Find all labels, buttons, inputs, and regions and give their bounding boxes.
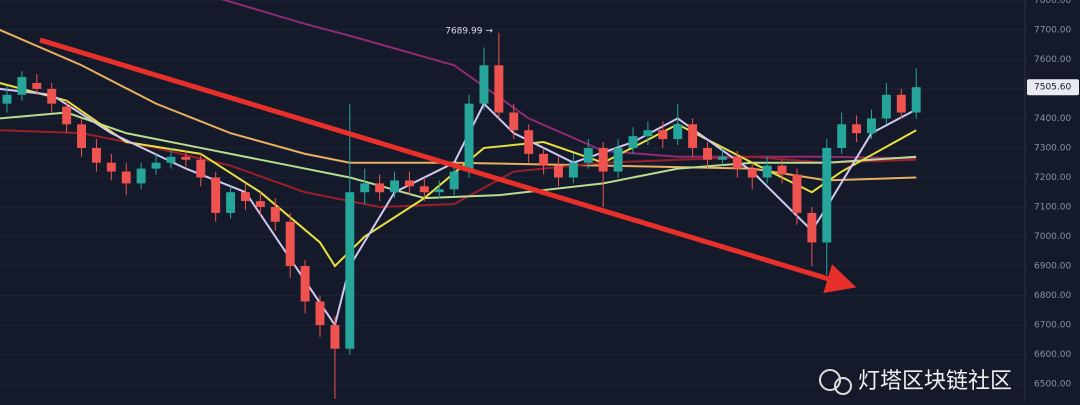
watermark: 灯塔区块链社区 xyxy=(819,369,1012,395)
candle-body xyxy=(673,124,683,140)
candle-body xyxy=(822,147,832,243)
candle-body xyxy=(196,159,206,178)
y-tick-label: 7400.00 xyxy=(1034,114,1071,124)
candle-body xyxy=(17,77,27,95)
candle-body xyxy=(2,94,12,104)
y-tick-label: 6700.00 xyxy=(1034,321,1071,331)
candle-body xyxy=(658,130,668,140)
candle-body xyxy=(732,156,742,169)
candle-body xyxy=(688,124,698,148)
y-tick-label: 6900.00 xyxy=(1034,262,1071,272)
y-tick-label: 7600.00 xyxy=(1034,55,1071,65)
candle-body xyxy=(32,82,42,89)
candle-body xyxy=(330,325,340,349)
y-tick-label: 6800.00 xyxy=(1034,291,1071,301)
candle-body xyxy=(762,165,772,178)
candle-body xyxy=(703,147,713,160)
candle-body xyxy=(62,106,72,125)
candle-body xyxy=(360,183,370,193)
trend-arrow xyxy=(39,37,857,294)
candle-body xyxy=(583,147,593,163)
candle-body xyxy=(345,192,355,349)
candle-body xyxy=(211,177,221,213)
candle-body xyxy=(91,147,101,163)
candle-body xyxy=(47,88,57,104)
watermark-icon xyxy=(819,369,841,391)
watermark-icon xyxy=(834,377,852,395)
candle-body xyxy=(270,206,280,222)
candle-body xyxy=(628,136,638,148)
price-tag-box xyxy=(1027,79,1079,96)
candle-body xyxy=(166,156,176,163)
candle-body xyxy=(777,165,787,175)
candle-body xyxy=(747,168,757,178)
candle-body xyxy=(867,118,876,134)
candle-body xyxy=(241,192,250,202)
watermark-text: 灯塔区块链社区 xyxy=(858,369,1012,394)
candle-body xyxy=(151,162,161,169)
candle-body xyxy=(106,162,116,172)
high-annotation: 7689.99 → xyxy=(445,26,493,36)
candle-body xyxy=(524,130,534,154)
candle-body xyxy=(77,124,87,148)
candle-body xyxy=(375,183,385,193)
candle-body xyxy=(643,130,653,137)
candle-body xyxy=(792,174,802,213)
candle-body xyxy=(554,165,563,178)
y-tick-label: 6500.00 xyxy=(1034,380,1071,390)
y-tick-label: 7700.00 xyxy=(1034,25,1071,35)
candle-body xyxy=(494,65,504,113)
moving-average xyxy=(221,0,917,160)
candle-body xyxy=(449,171,459,190)
y-tick-label: 7000.00 xyxy=(1034,232,1071,242)
candle-body xyxy=(852,124,862,134)
y-tick-label: 7300.00 xyxy=(1034,143,1071,153)
candle-body xyxy=(613,147,623,172)
candle-body xyxy=(807,212,817,243)
candle-body xyxy=(434,189,444,193)
candle-body xyxy=(136,168,146,184)
y-tick-label: 7800.00 xyxy=(1034,0,1071,6)
y-tick-label: 7100.00 xyxy=(1034,202,1071,212)
candle-body xyxy=(539,153,549,166)
candle-body xyxy=(419,186,429,193)
candle-body xyxy=(479,65,489,104)
candle-body xyxy=(598,147,608,172)
candle-body xyxy=(911,87,921,113)
y-tick-label: 7200.00 xyxy=(1034,173,1071,183)
price-tag: 7505.60 xyxy=(1034,83,1071,93)
candle-body xyxy=(226,192,236,213)
candle-body xyxy=(300,266,310,302)
candle-body xyxy=(181,156,191,160)
candle-body xyxy=(255,201,265,207)
candle-body xyxy=(896,94,906,113)
candle-body xyxy=(404,180,414,187)
candle-body xyxy=(285,221,295,267)
candle-body xyxy=(315,301,325,326)
candle-body xyxy=(717,156,727,160)
candle-body xyxy=(464,103,474,172)
candle-body xyxy=(881,94,891,119)
candle-body xyxy=(121,171,131,184)
y-tick-label: 6600.00 xyxy=(1034,350,1071,360)
candle-body xyxy=(509,112,519,131)
candle-body xyxy=(390,180,400,193)
candle-body xyxy=(837,124,847,148)
candle-body xyxy=(568,162,578,178)
